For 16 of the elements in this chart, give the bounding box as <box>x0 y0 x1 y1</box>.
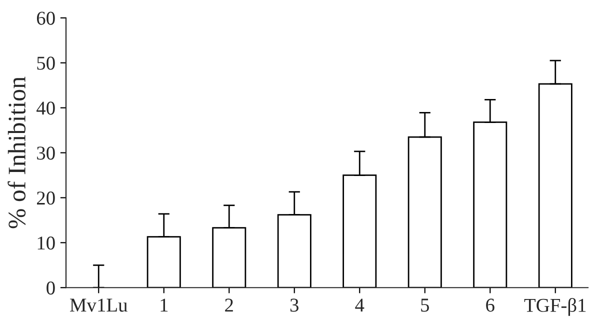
x-tick-label: 6 <box>486 298 494 312</box>
y-tick-label: 0 <box>46 281 55 295</box>
x-tick-label: 3 <box>290 298 298 312</box>
x-tick-label: 2 <box>225 298 233 312</box>
y-tick-label: 10 <box>38 236 55 250</box>
y-tick-label: 40 <box>36 102 55 115</box>
y-tick-label: 20 <box>36 192 55 205</box>
x-tick-label: 4 <box>355 298 364 312</box>
x-tick-label: 1 <box>160 298 168 312</box>
x-tick-label: 5 <box>421 298 429 312</box>
x-tick-label: TGF-β1 <box>524 298 586 316</box>
y-axis-title: % of Inhibition <box>8 76 26 228</box>
y-tick-label: 50 <box>37 56 55 70</box>
y-tick-label: 60 <box>36 12 55 25</box>
x-tick-label: Mv1Lu <box>70 298 128 312</box>
y-tick-label: 30 <box>37 146 55 160</box>
